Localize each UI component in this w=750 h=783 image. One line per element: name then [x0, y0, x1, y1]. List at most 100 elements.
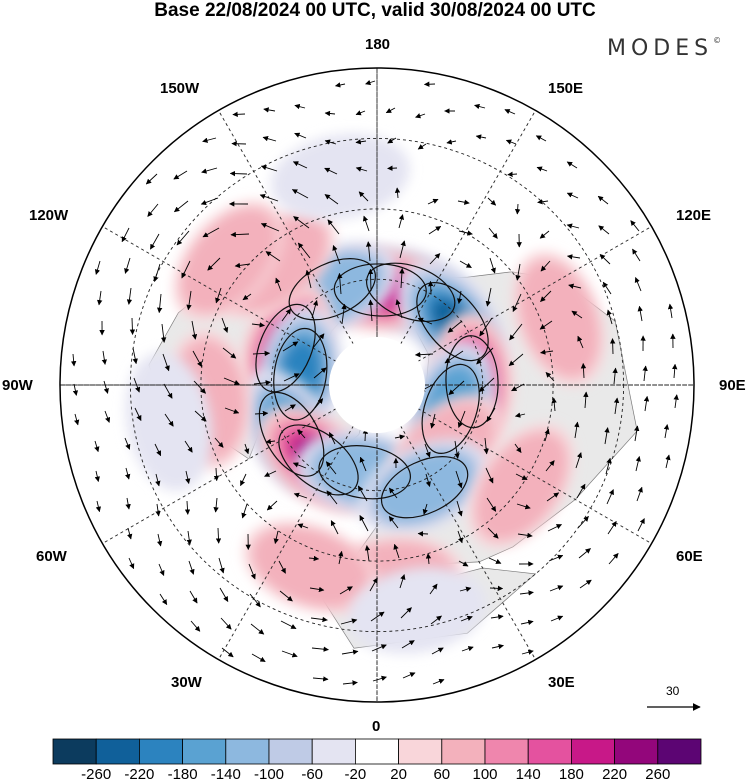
wind-arrow — [488, 227, 498, 239]
wind-arrow — [281, 650, 298, 658]
wind-arrow — [427, 198, 439, 205]
wind-arrow — [339, 586, 353, 595]
wind-arrow — [293, 216, 310, 229]
wind-arrow — [249, 593, 261, 608]
wind-arrow — [134, 407, 142, 421]
wind-arrow — [399, 574, 406, 589]
colorbar-segment — [571, 738, 616, 765]
anomaly-positive-19 — [512, 251, 606, 387]
wind-arrow — [291, 189, 309, 199]
wind-arrow — [544, 428, 550, 442]
wind-arrow — [456, 500, 463, 517]
wind-arrow — [474, 103, 486, 110]
wind-arrow — [548, 554, 564, 562]
wind-arrow — [520, 619, 534, 626]
wind-arrow — [253, 380, 272, 386]
meridian-line — [96, 222, 347, 368]
colorbar-tick-label: 20 — [390, 766, 407, 783]
wind-arrow — [539, 320, 553, 330]
colorbar-segment — [311, 738, 356, 765]
wind-arrow — [162, 353, 170, 372]
wind-arrow — [673, 394, 679, 409]
wind-arrow — [340, 618, 358, 625]
wind-arrow — [578, 548, 591, 559]
wind-arrow — [504, 109, 516, 115]
wind-arrow — [457, 530, 464, 544]
wind-arrow — [546, 492, 560, 502]
wind-arrow — [387, 137, 397, 144]
lon-label-60w: 60W — [36, 548, 67, 565]
wind-arrow — [310, 616, 328, 623]
contour-line — [416, 281, 489, 362]
wind-arrow — [185, 470, 191, 485]
wind-arrow — [545, 372, 555, 382]
wind-arrow — [608, 552, 619, 565]
wind-arrow — [540, 260, 551, 272]
wind-arrow — [457, 410, 466, 428]
anomaly-positive-15 — [468, 423, 575, 549]
wind-arrow — [574, 421, 580, 439]
lon-label-150w: 150W — [160, 80, 200, 97]
wind-arrow — [324, 194, 339, 205]
anomaly-positive-17 — [243, 520, 379, 614]
wind-arrow — [200, 197, 219, 206]
wind-arrow — [260, 164, 278, 172]
wind-arrow — [487, 527, 499, 539]
wind-arrow — [550, 615, 564, 622]
wind-arrow — [429, 583, 438, 595]
wind-arrow — [459, 586, 472, 592]
wind-arrow — [368, 299, 374, 322]
wind-arrow — [547, 524, 562, 532]
wind-arrow — [337, 272, 343, 295]
wind-arrow — [634, 425, 640, 442]
wind-arrow — [431, 647, 444, 655]
colorbar-tick-label: 140 — [515, 766, 541, 783]
wind-arrow — [282, 341, 299, 352]
wind-arrow — [447, 320, 463, 333]
wind-arrow — [326, 490, 338, 505]
contour-line — [318, 445, 411, 500]
wind-arrow — [192, 350, 203, 368]
wind-arrow — [519, 590, 534, 596]
wind-arrow — [566, 161, 578, 169]
wind-arrow — [181, 260, 191, 279]
copyright-mark: © — [713, 36, 722, 45]
wind-arrow — [214, 437, 224, 448]
wind-arrow — [458, 230, 473, 236]
lon-label-30e: 30E — [548, 674, 575, 691]
map-title: Base 22/08/2024 00 UTC, valid 30/08/2024… — [154, 0, 596, 21]
wind-arrow — [417, 143, 427, 150]
wind-arrow — [535, 135, 547, 142]
wind-arrow — [577, 515, 589, 529]
anomaly-negative-18 — [270, 133, 410, 221]
wind-arrow — [293, 492, 308, 499]
lon-label-90w: 90W — [2, 377, 33, 394]
colorbar-segment — [268, 738, 313, 765]
wind-arrow — [273, 530, 279, 545]
colorbar-segment — [657, 738, 702, 765]
wind-arrow — [665, 454, 671, 469]
wind-arrow — [425, 553, 432, 565]
wind-arrow — [577, 335, 584, 349]
wind-arrow — [280, 620, 297, 630]
wind-arrow — [514, 203, 521, 215]
wind-arrow — [505, 139, 517, 145]
wind-arrow — [605, 457, 612, 475]
wind-arrow — [539, 230, 550, 239]
anomaly-shade — [252, 526, 370, 608]
wind-arrow — [635, 455, 641, 472]
wind-arrow — [566, 192, 579, 199]
wind-arrow — [223, 377, 240, 385]
anomaly-positive-14 — [173, 200, 284, 321]
wind-arrow — [215, 527, 222, 544]
wind-arrow — [221, 317, 229, 333]
wind-arrow — [514, 412, 526, 418]
wind-arrow — [398, 214, 405, 229]
wind-arrow — [248, 563, 256, 580]
wind-arrow — [219, 587, 229, 602]
wind-arrow — [489, 585, 504, 592]
wind-arrow — [475, 134, 487, 140]
wind-arrow — [145, 173, 158, 185]
anomaly-shade — [347, 567, 487, 654]
wind-arrow — [371, 644, 387, 652]
